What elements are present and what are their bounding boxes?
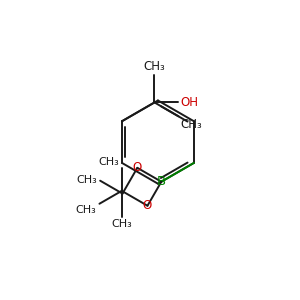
Text: B: B: [157, 175, 166, 188]
Text: CH₃: CH₃: [181, 118, 202, 131]
Text: O: O: [133, 161, 142, 174]
Text: OH: OH: [180, 96, 198, 109]
Text: CH₃: CH₃: [99, 157, 119, 167]
Text: O: O: [143, 199, 152, 212]
Text: CH₃: CH₃: [144, 60, 165, 73]
Text: CH₃: CH₃: [76, 205, 97, 215]
Text: CH₃: CH₃: [111, 219, 132, 229]
Text: CH₃: CH₃: [76, 175, 97, 185]
